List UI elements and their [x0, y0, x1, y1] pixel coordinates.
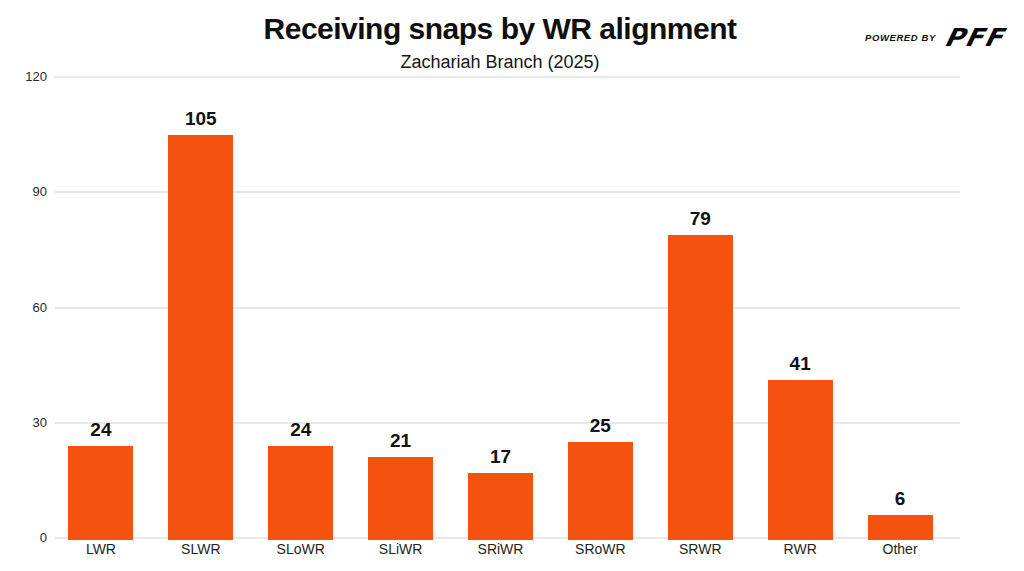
y-axis-tick-label: 30: [0, 415, 47, 431]
bar-other: [868, 515, 933, 540]
bar-value-label: 25: [555, 415, 645, 437]
x-axis-tick-label: SLiWR: [351, 541, 451, 558]
y-axis-tick-label: 60: [0, 300, 47, 316]
x-axis-tick-label: SRiWR: [451, 541, 551, 558]
bar-value-label: 41: [755, 353, 845, 375]
bar-slowr: [268, 446, 333, 540]
y-axis-tick-label: 120: [0, 69, 47, 85]
bar-sriwr: [468, 473, 533, 540]
x-axis-tick-label: SRWR: [650, 541, 750, 558]
bar-chart-plot: 0 30 60 90 120 24 LWR 105 SLWR 24 SLoWR 21 SLiWR 17 SR…: [0, 0, 1024, 571]
x-axis-tick-label: LWR: [51, 541, 151, 558]
bar-value-label: 6: [855, 488, 945, 510]
x-axis-tick-label: SLWR: [151, 541, 251, 558]
bar-lwr: [68, 446, 133, 540]
bar-srowr: [568, 442, 633, 540]
x-axis-tick-label: Other: [850, 541, 950, 558]
x-axis-tick-label: RWR: [750, 541, 850, 558]
bar-sliwr: [368, 457, 433, 540]
x-axis-tick-label: SRoWR: [550, 541, 650, 558]
y-axis-tick-label: 0: [0, 530, 47, 546]
chart-canvas: Receiving snaps by WR alignment Zacharia…: [0, 0, 1024, 571]
x-axis-tick-label: SLoWR: [251, 541, 351, 558]
bar-rwr: [768, 380, 833, 540]
bar-value-label: 24: [256, 419, 346, 441]
bar-value-label: 21: [356, 430, 446, 452]
y-axis-tick-label: 90: [0, 184, 47, 200]
bar-srwr: [668, 235, 733, 540]
bar-value-label: 24: [56, 419, 146, 441]
bar-slwr: [168, 135, 233, 540]
bar-value-label: 79: [655, 208, 745, 230]
bar-value-label: 105: [156, 108, 246, 130]
bar-value-label: 17: [456, 446, 546, 468]
gridline-y120: [55, 76, 960, 78]
